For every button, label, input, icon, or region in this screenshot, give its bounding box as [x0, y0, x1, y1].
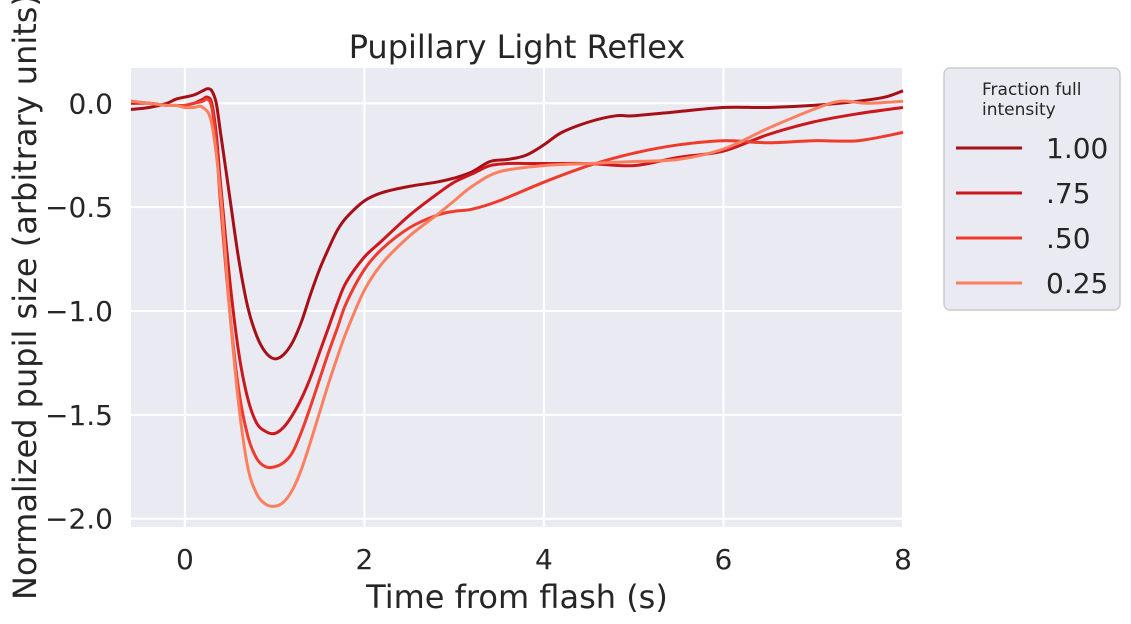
y-tick-labels: 0.0 −0.5 −1.0 −1.5 −2.0	[45, 87, 113, 535]
y-tick-label: −2.0	[45, 503, 113, 536]
y-tick-label: 0.0	[68, 87, 113, 120]
legend-label-1: 1.00	[1046, 132, 1108, 165]
x-tick-label: 6	[715, 543, 733, 576]
series-line-1	[130, 87, 904, 361]
x-tick-label: 0	[176, 543, 194, 576]
series-line-4	[130, 99, 904, 508]
legend-label-2: .75	[1046, 177, 1091, 210]
x-axis-title: Time from flash (s)	[365, 578, 668, 616]
series-layer	[130, 87, 904, 508]
chart-title: Pupillary Light Reflex	[349, 28, 686, 66]
legend-label-3: .50	[1046, 222, 1091, 255]
y-tick-label: −0.5	[45, 191, 113, 224]
plot-background	[131, 68, 903, 527]
x-tick-label: 2	[355, 543, 373, 576]
x-tick-label: 8	[894, 543, 912, 576]
y-axis-title: Normalized pupil size (arbitrary units)	[6, 0, 44, 600]
x-tick-label: 4	[535, 543, 553, 576]
legend-title-line-2: intensity	[982, 100, 1056, 120]
y-tick-label: −1.0	[45, 295, 113, 328]
legend-title-line-1: Fraction full	[982, 80, 1081, 100]
legend-label-4: 0.25	[1046, 267, 1108, 300]
x-tick-labels: 0 2 4 6 8	[176, 543, 912, 576]
legend-box	[943, 67, 1121, 311]
legend-items: 1.00 .75 .50 0.25	[956, 132, 1108, 300]
y-tick-label: −1.5	[45, 399, 113, 432]
legend: Fraction full intensity 1.00 .75 .50 0.25	[943, 67, 1121, 311]
